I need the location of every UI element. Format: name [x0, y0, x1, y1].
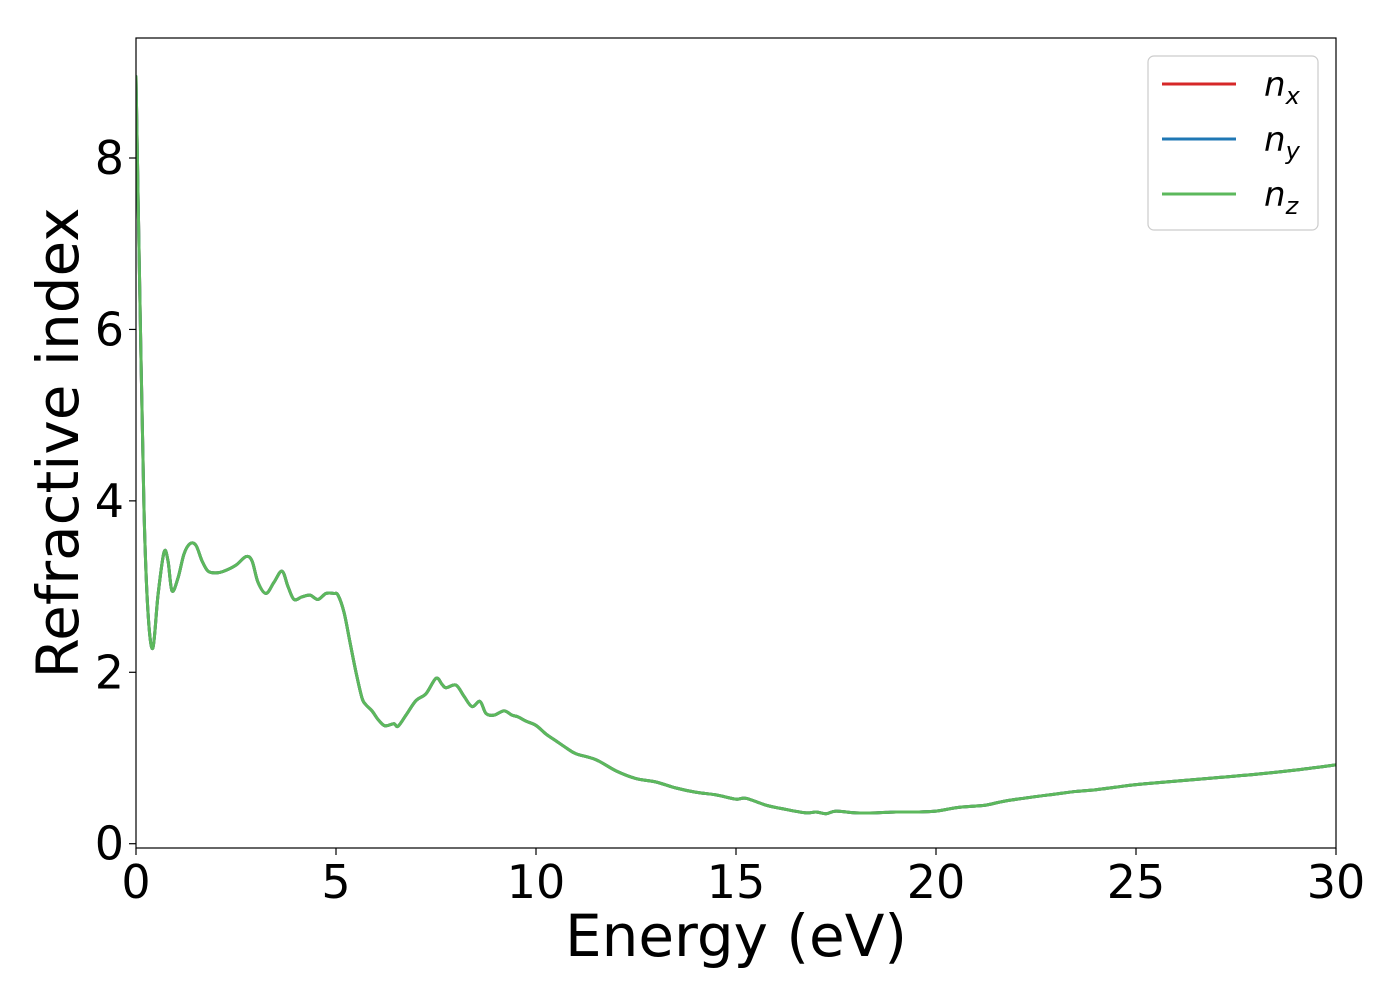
x-tick-label: 30 [1307, 855, 1366, 909]
x-axis-title: Energy (eV) [565, 902, 907, 970]
legend-label: nz [1264, 175, 1300, 220]
y-tick-label: 0 [95, 817, 124, 871]
y-tick-label: 2 [95, 645, 124, 699]
legend-label: ny [1264, 120, 1301, 165]
x-tick-label: 10 [507, 855, 566, 909]
legend-box [1147, 55, 1319, 231]
legend: nx ny nz [1147, 55, 1319, 231]
x-tick-label: 0 [121, 855, 150, 909]
x-tick-label: 20 [907, 855, 966, 909]
y-tick-label: 8 [95, 131, 124, 185]
x-tick-label: 15 [707, 855, 766, 909]
y-tick-label: 4 [95, 474, 124, 528]
x-axis-ticks: 0 5 10 15 20 25 30 [121, 848, 1365, 909]
x-tick-label: 5 [321, 855, 350, 909]
y-axis-title: Refractive index [24, 207, 92, 678]
series-layer [136, 75, 1336, 816]
y-tick-label: 6 [95, 302, 124, 356]
series-line-n-z [136, 75, 1336, 816]
y-axis-ticks: 0 2 4 6 8 [95, 131, 136, 871]
x-tick-label: 25 [1107, 855, 1166, 909]
legend-label: nx [1264, 65, 1301, 110]
